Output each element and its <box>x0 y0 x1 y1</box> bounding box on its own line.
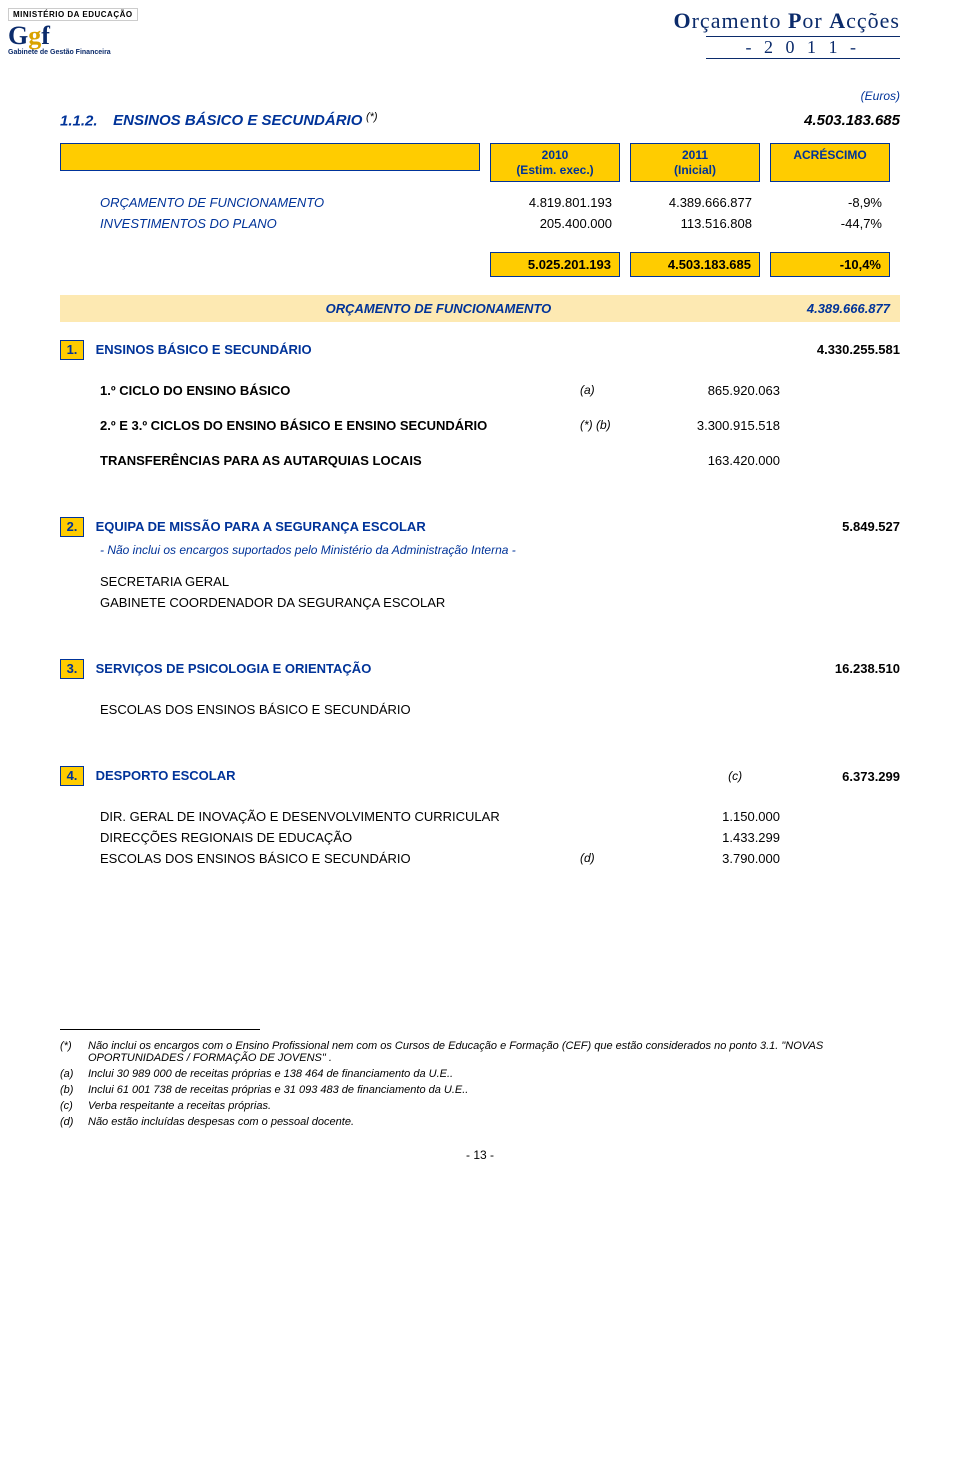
sub-ann <box>580 453 640 468</box>
row-v2: 113.516.808 <box>630 216 760 231</box>
item1-total: 4.330.255.581 <box>817 342 900 357</box>
item2-note: - Não inclui os encargos suportados pelo… <box>100 543 900 557</box>
sub-label: DIRECÇÕES REGIONAIS DE EDUCAÇÃO <box>100 830 580 845</box>
ministry-label: MINISTÉRIO DA EDUCAÇÃO <box>8 8 138 21</box>
row-v3: -44,7% <box>770 216 890 231</box>
section-total: 4.503.183.685 <box>804 112 900 129</box>
sub-label: 2.º E 3.º CICLOS DO ENSINO BÁSICO E ENSI… <box>100 418 580 433</box>
sub-val: 3.300.915.518 <box>640 418 780 433</box>
summary-v1: 5.025.201.193 <box>490 252 620 277</box>
footnote-d: (d) Não estão incluídas despesas com o p… <box>60 1114 900 1130</box>
section-name: ENSINOS BÁSICO E SECUNDÁRIO <box>113 112 362 129</box>
item4-sub3: ESCOLAS DOS ENSINOS BÁSICO E SECUNDÁRIO … <box>60 848 900 869</box>
pill-blank <box>60 143 480 171</box>
row-v3: -8,9% <box>770 195 890 210</box>
fn-key: (d) <box>60 1116 88 1128</box>
footnote-star: (*) Não inclui os encargos com o Ensino … <box>60 1038 900 1066</box>
summary-row: 5.025.201.193 4.503.183.685 -10,4% <box>60 252 900 277</box>
item4-title: DESPORTO ESCOLAR <box>96 768 236 783</box>
row-orcamento-func: ORÇAMENTO DE FUNCIONAMENTO 4.819.801.193… <box>60 192 900 213</box>
row-label: ORÇAMENTO DE FUNCIONAMENTO <box>60 195 480 210</box>
logo-block: MINISTÉRIO DA EDUCAÇÃO Ggf Gabinete de G… <box>8 8 138 56</box>
item2-title: EQUIPA DE MISSÃO PARA A SEGURANÇA ESCOLA… <box>96 519 426 534</box>
page-header: MINISTÉRIO DA EDUCAÇÃO Ggf Gabinete de G… <box>0 0 960 59</box>
item4-num: 4. <box>60 766 84 786</box>
item1-sub1: 1.º CICLO DO ENSINO BÁSICO (a) 865.920.0… <box>60 380 900 401</box>
item4-sub1: DIR. GERAL DE INOVAÇÃO E DESENVOLVIMENTO… <box>60 806 900 827</box>
page-number: - 13 - <box>60 1148 900 1162</box>
item3-row: 3. SERVIÇOS DE PSICOLOGIA E ORIENTAÇÃO 1… <box>60 659 900 679</box>
fn-text: Inclui 61 001 738 de receitas próprias e… <box>88 1084 900 1096</box>
fn-text: Inclui 30 989 000 de receitas próprias e… <box>88 1068 900 1080</box>
sub-val: 865.920.063 <box>640 383 780 398</box>
item1-title: ENSINOS BÁSICO E SECUNDÁRIO <box>96 342 312 357</box>
item1-sub2: 2.º E 3.º CICLOS DO ENSINO BÁSICO E ENSI… <box>60 415 900 436</box>
item3-num: 3. <box>60 659 84 679</box>
row-investimentos: INVESTIMENTOS DO PLANO 205.400.000 113.5… <box>60 213 900 234</box>
sub-label: ESCOLAS DOS ENSINOS BÁSICO E SECUNDÁRIO <box>100 851 580 866</box>
item1-num: 1. <box>60 340 84 360</box>
section-sup: (*) <box>366 111 378 123</box>
summary-v3: -10,4% <box>770 252 890 277</box>
item2-num: 2. <box>60 517 84 537</box>
sub-val: 1.150.000 <box>640 809 780 824</box>
currency-label: (Euros) <box>60 89 900 103</box>
fn-text: Não estão incluídas despesas com o pesso… <box>88 1116 900 1128</box>
item1-sub3: TRANSFERÊNCIAS PARA AS AUTARQUIAS LOCAIS… <box>60 450 900 471</box>
footnote-separator <box>60 1029 260 1030</box>
item3-title: SERVIÇOS DE PSICOLOGIA E ORIENTAÇÃO <box>96 661 372 676</box>
fn-key: (*) <box>60 1040 88 1064</box>
subheader-value: 4.389.666.877 <box>807 301 890 316</box>
item4-ann: (c) <box>728 769 742 784</box>
row-label: INVESTIMENTOS DO PLANO <box>60 216 480 231</box>
item4-row: 4. DESPORTO ESCOLAR (c) 6.373.299 <box>60 766 900 786</box>
sub-ann: (*) (b) <box>580 418 640 433</box>
fn-text: Não inclui os encargos com o Ensino Prof… <box>88 1040 900 1064</box>
sub-ann <box>580 830 640 845</box>
subheader-label: ORÇAMENTO DE FUNCIONAMENTO <box>326 301 552 316</box>
section-title-row: 1.1.2. ENSINOS BÁSICO E SECUNDÁRIO (*) 4… <box>60 111 900 129</box>
item4-sub2: DIRECÇÕES REGIONAIS DE EDUCAÇÃO 1.433.29… <box>60 827 900 848</box>
col-2011: 2011(Inicial) <box>630 143 760 182</box>
doc-title: Orçamento Por Acções <box>673 8 900 34</box>
fn-text: Verba respeitante a receitas próprias. <box>88 1100 900 1112</box>
fn-key: (c) <box>60 1100 88 1112</box>
col-2010: 2010(Estim. exec.) <box>490 143 620 182</box>
footnote-a: (a) Inclui 30 989 000 de receitas própri… <box>60 1066 900 1082</box>
footnote-c: (c) Verba respeitante a receitas própria… <box>60 1098 900 1114</box>
item2-line1: SECRETARIA GERAL <box>60 571 900 592</box>
item2-line2: GABINETE COORDENADOR DA SEGURANÇA ESCOLA… <box>60 592 900 613</box>
item3-total: 16.238.510 <box>835 661 900 676</box>
section-code: 1.1.2. <box>60 112 98 129</box>
sub-ann: (d) <box>580 851 640 866</box>
sub-val: 3.790.000 <box>640 851 780 866</box>
logo-text: Ggf <box>8 23 50 49</box>
fn-key: (a) <box>60 1068 88 1080</box>
fn-key: (b) <box>60 1084 88 1096</box>
item4-total: 6.373.299 <box>842 769 900 784</box>
sub-val: 1.433.299 <box>640 830 780 845</box>
item3-line1: ESCOLAS DOS ENSINOS BÁSICO E SECUNDÁRIO <box>60 699 900 720</box>
column-headers: 2010(Estim. exec.) 2011(Inicial) ACRÉSCI… <box>60 143 900 182</box>
item1-row: 1. ENSINOS BÁSICO E SECUNDÁRIO 4.330.255… <box>60 340 900 360</box>
row-v2: 4.389.666.877 <box>630 195 760 210</box>
item2-total: 5.849.527 <box>842 519 900 534</box>
doc-year: - 2 0 1 1 - <box>706 36 901 59</box>
row-v1: 4.819.801.193 <box>490 195 620 210</box>
footnote-b: (b) Inclui 61 001 738 de receitas própri… <box>60 1082 900 1098</box>
sub-label: TRANSFERÊNCIAS PARA AS AUTARQUIAS LOCAIS <box>100 453 580 468</box>
sub-ann: (a) <box>580 383 640 398</box>
col-acrescimo: ACRÉSCIMO <box>770 143 890 182</box>
row-v1: 205.400.000 <box>490 216 620 231</box>
sub-label: DIR. GERAL DE INOVAÇÃO E DESENVOLVIMENTO… <box>100 809 580 824</box>
subheader-bar: ORÇAMENTO DE FUNCIONAMENTO 4.389.666.877 <box>60 295 900 322</box>
sub-ann <box>580 809 640 824</box>
sub-val: 163.420.000 <box>640 453 780 468</box>
logo-subtitle: Gabinete de Gestão Financeira <box>8 49 111 56</box>
item2-row: 2. EQUIPA DE MISSÃO PARA A SEGURANÇA ESC… <box>60 517 900 537</box>
sub-label: 1.º CICLO DO ENSINO BÁSICO <box>100 383 580 398</box>
summary-v2: 4.503.183.685 <box>630 252 760 277</box>
title-block: Orçamento Por Acções - 2 0 1 1 - <box>673 8 900 59</box>
